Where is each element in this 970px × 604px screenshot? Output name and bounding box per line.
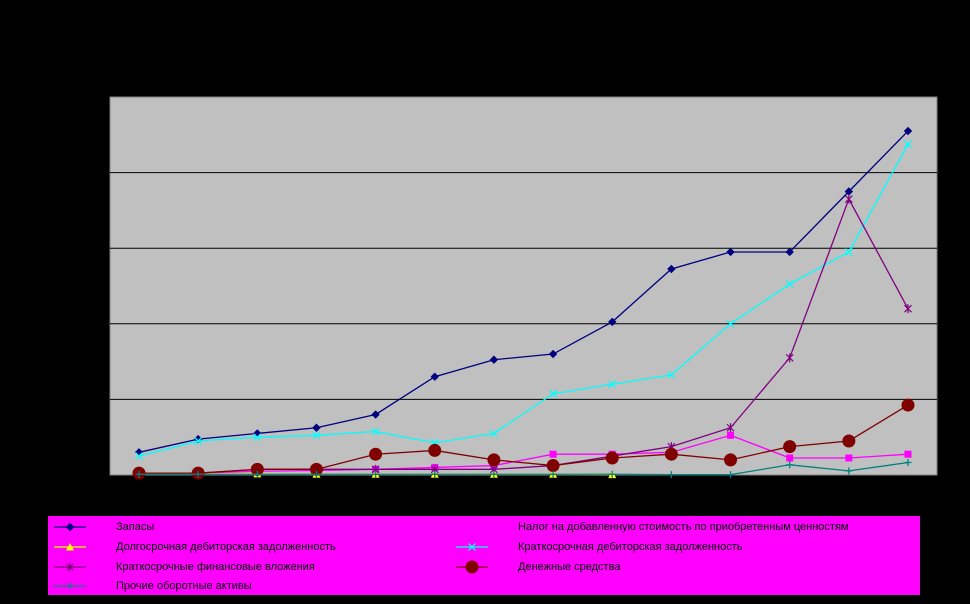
data-point-4-13 bbox=[904, 304, 912, 314]
series-line-5 bbox=[139, 404, 909, 474]
data-point-4-12 bbox=[844, 194, 853, 204]
data-point-0-10 bbox=[726, 247, 735, 257]
data-point-5-13 bbox=[901, 398, 915, 412]
legend-marker-1 bbox=[468, 523, 476, 531]
plot-background bbox=[109, 96, 938, 476]
data-point-5-6 bbox=[487, 453, 501, 467]
data-point-6-10 bbox=[727, 471, 735, 479]
data-point-3-6 bbox=[489, 429, 498, 438]
series-3 bbox=[135, 140, 912, 461]
legend-marker-3 bbox=[468, 543, 476, 551]
data-point-5-5 bbox=[428, 443, 442, 457]
data-point-6-11 bbox=[786, 461, 794, 469]
data-point-3-3 bbox=[312, 431, 321, 440]
series-line-0 bbox=[138, 130, 909, 453]
data-point-6-3 bbox=[312, 470, 320, 478]
series-6 bbox=[135, 459, 912, 479]
data-point-6-13 bbox=[904, 459, 912, 467]
legend-label-3: Краткосрочная дебиторская задолженность bbox=[518, 541, 743, 553]
data-point-0-6 bbox=[489, 355, 499, 364]
data-point-6-7 bbox=[549, 470, 557, 478]
series-5 bbox=[132, 398, 915, 480]
series-line-1 bbox=[139, 434, 909, 474]
legend-swatch-3 bbox=[456, 543, 488, 551]
data-point-4-11 bbox=[785, 353, 794, 363]
data-point-0-9 bbox=[667, 264, 676, 274]
data-point-6-12 bbox=[845, 467, 853, 475]
data-point-6-9 bbox=[667, 471, 675, 479]
legend-label-5: Денежные средства bbox=[518, 561, 621, 573]
data-point-6-6 bbox=[490, 470, 498, 478]
data-point-3-8 bbox=[608, 380, 617, 389]
legend-swatch-4 bbox=[54, 562, 86, 572]
data-point-1-11 bbox=[786, 454, 794, 462]
data-point-3-1 bbox=[194, 437, 203, 445]
series-layer bbox=[132, 126, 915, 480]
data-point-3-12 bbox=[844, 248, 853, 256]
legend-label-1: Налог на добавленную стоимость по приобр… bbox=[518, 521, 849, 533]
legend-marker-6 bbox=[66, 582, 74, 590]
data-point-3-13 bbox=[904, 140, 912, 149]
data-point-5-8 bbox=[605, 451, 619, 465]
data-point-3-10 bbox=[726, 319, 735, 328]
data-point-5-2 bbox=[250, 462, 264, 476]
legend-marker-0 bbox=[65, 522, 75, 532]
legend-swatch-1 bbox=[456, 523, 488, 531]
data-point-1-12 bbox=[845, 454, 853, 462]
data-point-5-10 bbox=[724, 453, 738, 467]
data-point-6-8 bbox=[608, 470, 616, 478]
data-point-4-10 bbox=[726, 423, 735, 433]
series-line-6 bbox=[139, 461, 909, 476]
legend-swatch-6 bbox=[54, 582, 86, 590]
data-point-5-12 bbox=[842, 434, 856, 448]
data-point-6-0 bbox=[135, 470, 143, 478]
data-point-5-9 bbox=[664, 447, 678, 461]
data-point-6-2 bbox=[253, 470, 261, 478]
legend-swatch-5 bbox=[456, 560, 488, 574]
data-point-0-7 bbox=[548, 349, 558, 359]
legend-label-4: Краткосрочные финансовые вложения bbox=[116, 561, 315, 573]
data-point-6-1 bbox=[194, 470, 202, 478]
data-point-0-11 bbox=[785, 247, 794, 257]
data-point-1-7 bbox=[549, 450, 557, 458]
data-point-3-4 bbox=[371, 427, 380, 436]
data-point-5-7 bbox=[546, 459, 560, 473]
line-chart bbox=[109, 96, 938, 480]
data-point-5-4 bbox=[369, 447, 383, 461]
legend-marker-4 bbox=[66, 562, 74, 572]
legend-marker-2 bbox=[66, 543, 74, 551]
data-point-3-9 bbox=[667, 370, 676, 379]
legend-label-2: Долгосрочная дебиторская задолженность bbox=[116, 541, 336, 553]
gridlines bbox=[110, 172, 937, 400]
data-point-5-11 bbox=[783, 440, 797, 454]
data-point-0-5 bbox=[430, 372, 439, 381]
data-point-0-13 bbox=[903, 126, 913, 136]
data-point-3-0 bbox=[135, 452, 143, 461]
data-point-5-3 bbox=[309, 462, 323, 476]
data-point-1-13 bbox=[904, 450, 912, 458]
data-point-6-4 bbox=[372, 470, 380, 478]
legend-label-0: Запасы bbox=[116, 521, 155, 533]
legend-swatch-0 bbox=[54, 522, 86, 532]
data-point-1-10 bbox=[727, 431, 735, 439]
legend-marker-5 bbox=[465, 560, 479, 574]
legend-label-6: Прочие оборотные активы bbox=[116, 580, 252, 592]
data-point-0-8 bbox=[608, 317, 617, 327]
legend-swatch-2 bbox=[54, 543, 86, 551]
series-line-3 bbox=[138, 143, 909, 457]
legend: Запасы Налог на добавленную стоимость по… bbox=[48, 516, 920, 595]
data-point-3-2 bbox=[253, 433, 262, 442]
data-point-6-5 bbox=[431, 470, 439, 478]
data-point-0-4 bbox=[371, 410, 380, 419]
data-point-0-3 bbox=[312, 423, 321, 432]
data-point-3-7 bbox=[549, 389, 558, 398]
data-point-3-11 bbox=[785, 280, 794, 289]
